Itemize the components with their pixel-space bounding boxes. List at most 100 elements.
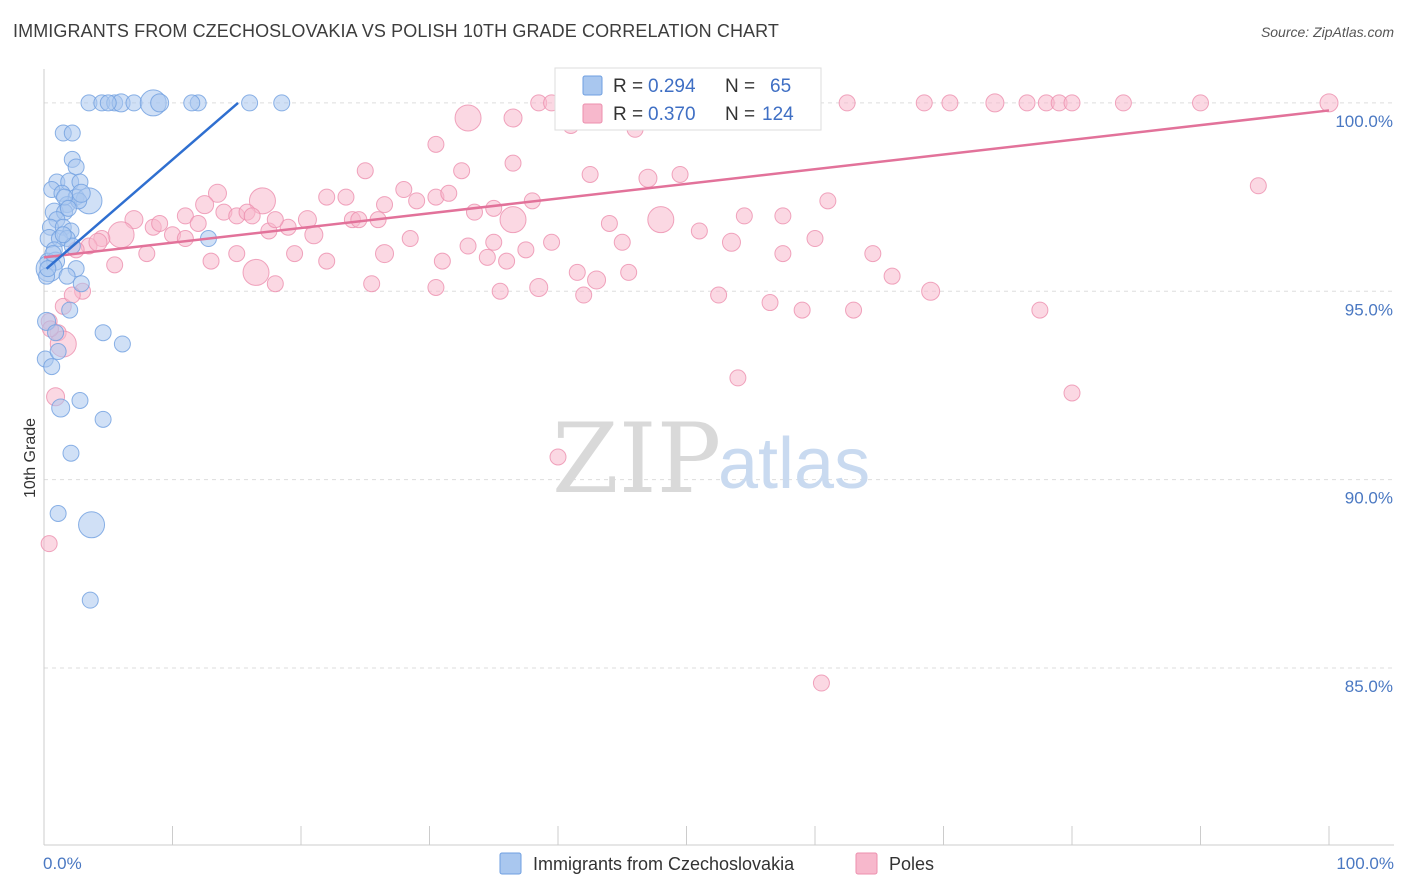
poles-point — [440, 184, 458, 202]
poles-point — [454, 104, 482, 132]
poles-point — [774, 207, 792, 225]
poles-point — [266, 275, 284, 293]
poles-point — [189, 214, 207, 232]
poles-point — [985, 93, 1005, 113]
gridlines — [44, 102, 1394, 669]
poles-point — [774, 245, 792, 263]
poles-point — [107, 221, 135, 249]
poles-point — [202, 252, 220, 270]
legend-n-value: 65 — [770, 76, 791, 97]
czechoslovakia-point — [51, 398, 71, 418]
poles-points — [40, 89, 1339, 692]
czechoslovakia-point — [58, 267, 76, 285]
poles-point — [363, 275, 381, 293]
poles-point — [395, 181, 413, 199]
chart-title: IMMIGRANTS FROM CZECHOSLOVAKIA VS POLISH… — [13, 21, 780, 41]
legend-r-value: 0.370 — [648, 104, 696, 125]
poles-point — [478, 248, 496, 266]
czechoslovakia-point — [43, 358, 61, 376]
poles-point — [1114, 94, 1132, 112]
poles-point — [433, 252, 451, 270]
legend-r-value: 0.294 — [648, 76, 696, 97]
poles-point — [647, 206, 675, 234]
x-tick-label-max: 100.0% — [1336, 854, 1394, 873]
poles-point — [721, 232, 741, 252]
poles-point — [819, 192, 837, 210]
poles-point — [453, 162, 471, 180]
poles-point — [318, 252, 336, 270]
czechoslovakia-point — [59, 199, 77, 217]
poles-point — [427, 135, 445, 153]
czechoslovakia-points — [35, 89, 291, 609]
poles-point — [491, 282, 509, 300]
y-tick-labels: 100.0% 95.0% 90.0% 85.0% — [1335, 112, 1393, 696]
czechoslovakia-point — [49, 343, 67, 361]
czechoslovakia-point — [54, 226, 72, 244]
poles-point — [761, 294, 779, 312]
poles-point — [517, 241, 535, 259]
poles-point — [1249, 177, 1267, 195]
poles-point — [504, 154, 522, 172]
poles-point — [549, 448, 567, 466]
czechoslovakia-point — [71, 183, 91, 203]
poles-point — [864, 245, 882, 263]
y-tick-label: 85.0% — [1345, 677, 1393, 696]
poles-point — [40, 535, 58, 553]
poles-point — [568, 263, 586, 281]
poles-point — [376, 196, 394, 214]
czechoslovakia-point — [49, 505, 67, 523]
legend-swatch-blue — [582, 75, 603, 96]
legend-r-label: R = — [613, 76, 643, 97]
poles-point — [243, 207, 261, 225]
czechoslovakia-point — [99, 94, 117, 112]
poles-point — [375, 244, 395, 264]
poles-point — [1192, 94, 1209, 112]
czechoslovakia-point — [67, 158, 85, 176]
poles-point — [228, 245, 246, 263]
poles-point — [845, 301, 863, 319]
poles-point — [401, 230, 419, 248]
czechoslovakia-point — [61, 301, 79, 319]
correlation-legend: R = 0.294 N = 65 R = 0.370 N = 124 — [554, 67, 822, 131]
y-tick-label: 95.0% — [1345, 300, 1393, 319]
poles-point — [485, 233, 503, 251]
czechoslovakia-point — [47, 324, 65, 342]
poles-point — [1018, 94, 1036, 112]
czechoslovakia-point — [72, 275, 90, 293]
poles-point — [207, 183, 227, 203]
poles-point — [279, 218, 297, 236]
czechoslovakia-point — [183, 94, 201, 112]
poles-point — [248, 187, 276, 215]
source-credit: Source: ZipAtlas.com — [1260, 24, 1394, 40]
poles-point — [1063, 384, 1081, 402]
poles-trend-line — [43, 109, 1330, 259]
czechoslovakia-point — [125, 94, 143, 112]
poles-point — [620, 263, 638, 281]
poles-point — [529, 277, 549, 297]
czechoslovakia-point — [113, 335, 131, 353]
czechoslovakia-point — [71, 391, 89, 409]
poles-point — [242, 258, 270, 286]
poles-point — [1063, 94, 1081, 112]
poles-point — [543, 233, 561, 251]
legend-r-label: R = — [613, 104, 643, 125]
poles-point — [195, 195, 215, 215]
poles-point — [286, 245, 304, 263]
czechoslovakia-point — [62, 444, 80, 462]
poles-point — [812, 674, 830, 692]
watermark-zip: ZIP — [552, 403, 721, 515]
x-ticks — [43, 826, 1330, 845]
poles-point — [941, 94, 959, 112]
poles-point — [459, 237, 477, 255]
czechoslovakia-point — [94, 410, 112, 428]
y-axis-label: 10th Grade — [22, 418, 39, 498]
poles-point — [356, 162, 374, 180]
poles-point — [106, 256, 124, 274]
poles-point — [503, 108, 523, 128]
poles-point — [318, 188, 336, 206]
czechoslovakia-point — [273, 94, 291, 112]
poles-point — [499, 206, 527, 234]
poles-point — [587, 270, 607, 290]
legend-n-label: N = — [725, 104, 755, 125]
czechoslovakia-point — [241, 94, 259, 112]
